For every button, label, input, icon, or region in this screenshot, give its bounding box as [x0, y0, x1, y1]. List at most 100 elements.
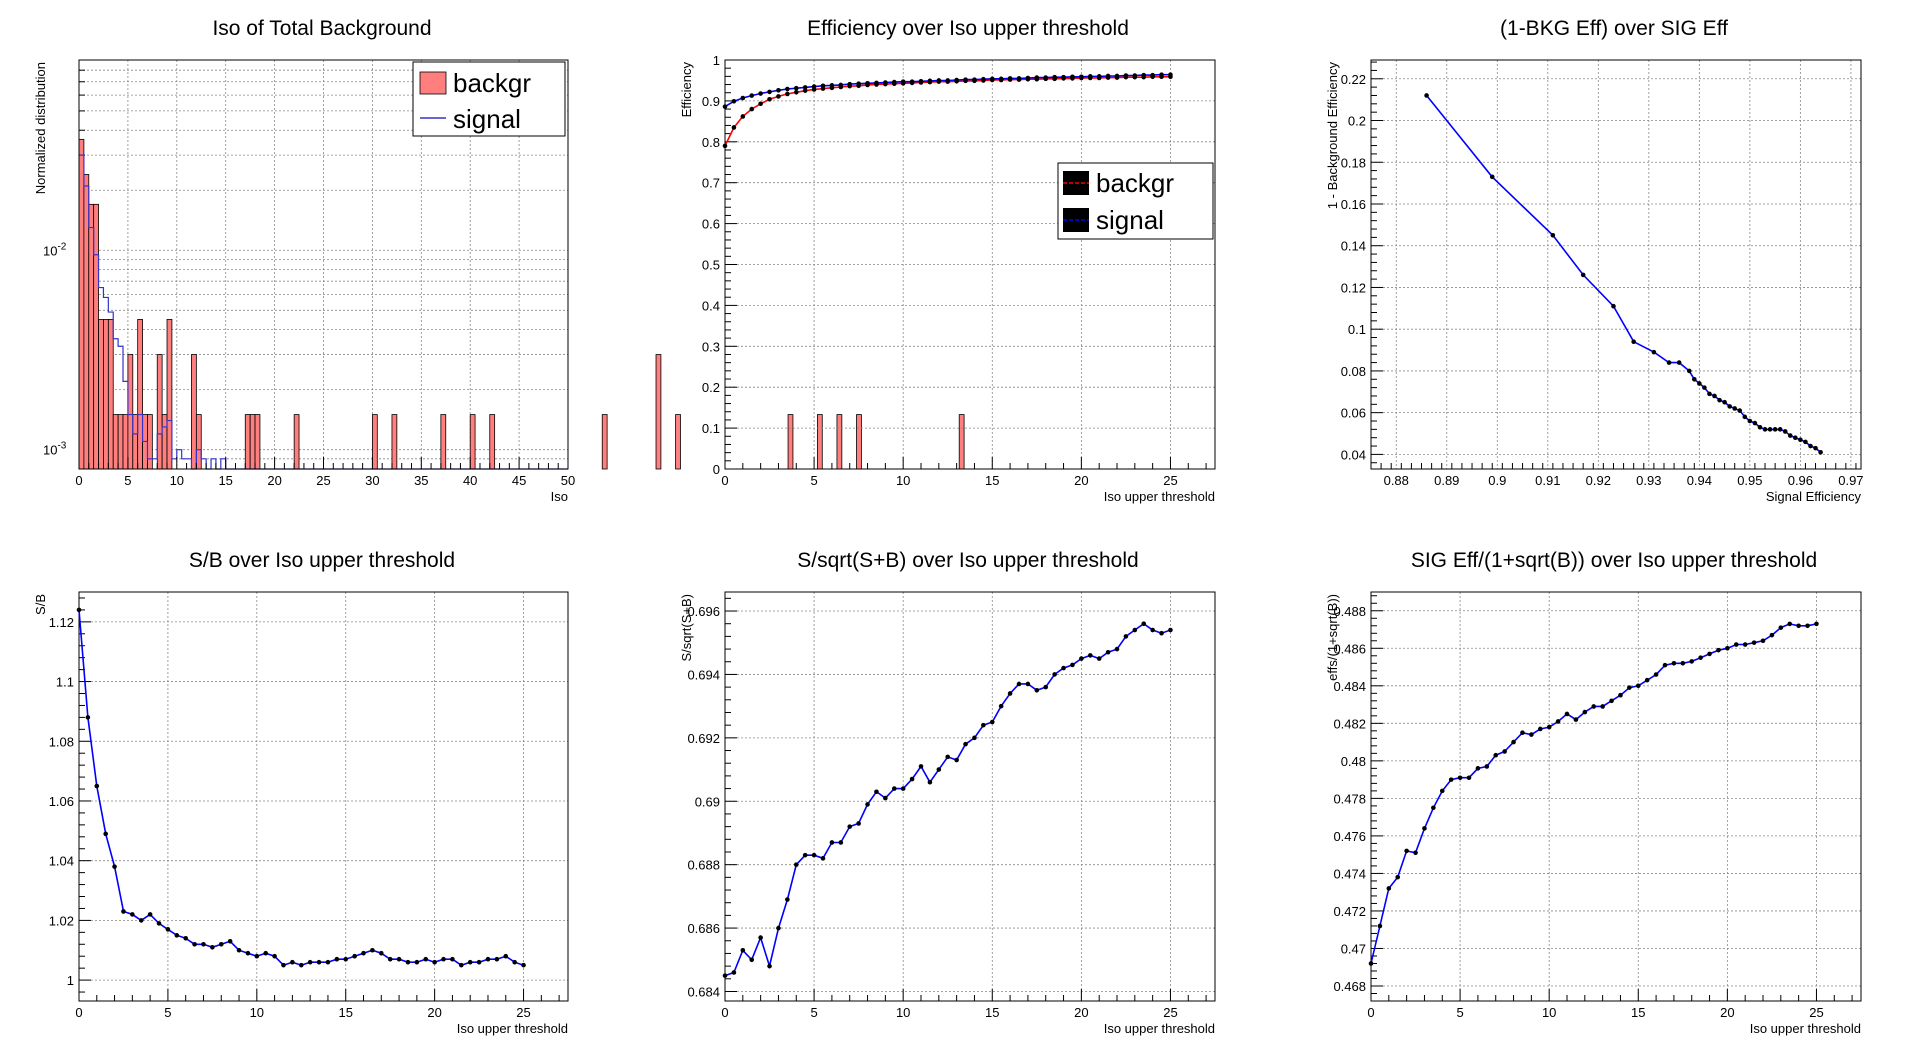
y-tick-label: 0.9	[702, 94, 720, 109]
histogram-bar	[249, 414, 256, 470]
y-tick-label: 1	[713, 53, 720, 68]
histogram-bar	[244, 414, 251, 470]
data-point	[989, 719, 995, 725]
y-axis-label: 1 - Background Efficiency	[1325, 62, 1340, 210]
data-point	[1803, 439, 1808, 445]
data-point	[731, 99, 737, 104]
histogram-bar	[191, 354, 197, 470]
data-point	[918, 764, 924, 769]
data-point	[1457, 775, 1463, 781]
data-point	[1691, 376, 1697, 382]
x-tick-label: 0.9	[1488, 473, 1506, 488]
histogram-bar	[601, 414, 608, 470]
data-point	[485, 956, 491, 962]
x-tick-label: 20	[1720, 1005, 1734, 1020]
series-line	[724, 622, 1171, 977]
x-tick-label: 25	[1163, 1005, 1177, 1020]
legend-label: signal	[453, 104, 521, 134]
data-point	[1757, 424, 1763, 430]
x-tick-label: 30	[365, 473, 379, 488]
data-point	[829, 83, 835, 88]
data-point	[776, 94, 781, 99]
chart-title: Iso of Total Background	[212, 17, 431, 40]
x-tick-label: 25	[516, 1005, 530, 1020]
data-point	[820, 856, 826, 861]
y-tick-label: 0.4	[702, 298, 720, 313]
x-tick-label: 15	[1631, 1005, 1645, 1020]
data-point	[802, 85, 808, 90]
y-tick-label: 10-2	[43, 241, 67, 258]
data-point	[1150, 72, 1155, 78]
data-point	[459, 962, 464, 968]
y-tick-label: 0.474	[1333, 866, 1366, 881]
legend-swatch	[419, 71, 447, 95]
data-point	[298, 962, 304, 968]
plot-area: 0 5 10 15 20 25 0.468 0.47 0.472 0.474 0.476 0.478 0…	[1325, 591, 1862, 1036]
data-point	[1600, 704, 1605, 709]
data-point	[94, 783, 100, 789]
data-point	[731, 125, 737, 130]
data-point	[740, 95, 746, 101]
data-point	[1511, 739, 1516, 745]
histogram-bar	[122, 414, 129, 470]
data-point	[165, 927, 171, 932]
data-point	[963, 741, 968, 747]
data-point	[785, 86, 790, 92]
data-point	[865, 81, 870, 86]
data-point	[1466, 775, 1472, 781]
data-point	[1422, 826, 1427, 831]
histogram-bar	[117, 414, 124, 470]
data-point	[793, 90, 799, 95]
plot-frame	[1370, 591, 1862, 1002]
data-point	[1141, 621, 1147, 627]
x-tick-label: 35	[414, 473, 428, 488]
data-point	[1698, 655, 1703, 660]
data-point	[891, 786, 897, 791]
data-point	[811, 84, 817, 89]
y-tick-label: 0.16	[1341, 197, 1366, 212]
y-tick-label: 10-3	[43, 441, 67, 458]
data-point	[1662, 662, 1668, 668]
data-point	[1762, 427, 1768, 432]
y-tick-label: 0.1	[1348, 322, 1366, 337]
data-point	[174, 933, 180, 938]
histogram-bar	[655, 354, 662, 470]
data-point	[883, 795, 888, 801]
x-tick-label: 10	[896, 473, 910, 488]
data-point	[802, 852, 808, 858]
data-point	[1043, 75, 1049, 80]
x-tick-label: 20	[267, 473, 281, 488]
data-point	[343, 956, 349, 962]
data-point	[1618, 692, 1623, 698]
x-tick-label: 0.88	[1384, 473, 1409, 488]
data-point	[865, 802, 870, 807]
y-tick-label: 1	[67, 973, 74, 988]
data-point	[767, 96, 772, 102]
y-tick-label: 0.1	[702, 421, 720, 436]
histogram-bar	[469, 414, 476, 470]
data-point	[1132, 73, 1138, 78]
data-point	[1707, 391, 1712, 397]
data-point	[767, 963, 772, 969]
y-tick-label: 1.02	[49, 913, 74, 928]
data-point	[1564, 711, 1570, 717]
data-point	[1043, 684, 1049, 690]
data-point	[192, 941, 197, 947]
data-point	[981, 722, 986, 728]
data-point	[722, 973, 728, 978]
y-tick-label: 0.686	[687, 921, 720, 936]
data-point	[1676, 360, 1682, 365]
data-point	[1087, 74, 1093, 79]
data-point	[361, 950, 366, 956]
data-point	[1034, 687, 1040, 693]
x-tick-label: 0.93	[1636, 473, 1661, 488]
histogram-bar	[293, 414, 300, 470]
x-tick-label: 0.96	[1788, 473, 1813, 488]
legend: backgr signal	[1057, 162, 1214, 240]
data-point	[927, 78, 933, 84]
data-point	[1489, 174, 1495, 180]
data-point	[1733, 642, 1739, 647]
data-point	[722, 143, 728, 149]
data-point	[1717, 397, 1722, 403]
x-tick-label: 5	[810, 1005, 817, 1020]
